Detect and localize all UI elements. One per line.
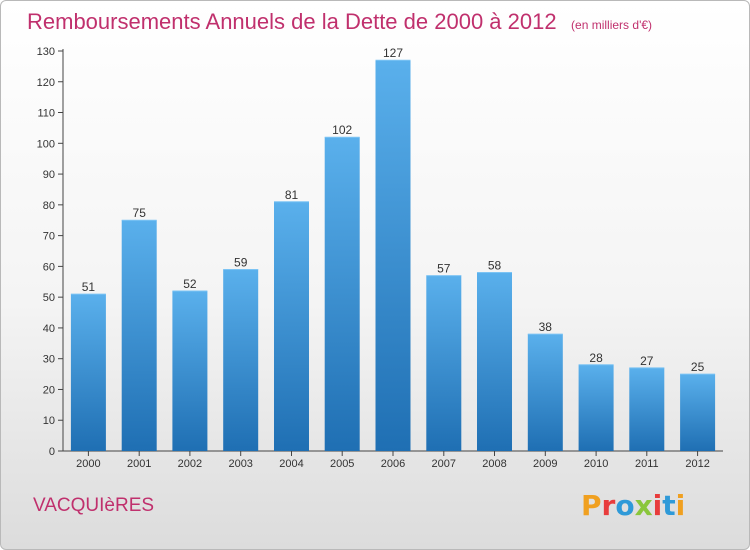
bar-value-label: 38 <box>539 320 553 334</box>
y-tick-label: 80 <box>43 200 55 212</box>
bar-value-label: 57 <box>437 262 451 276</box>
y-tick-label: 30 <box>43 354 55 366</box>
bar-value-label: 75 <box>133 206 147 220</box>
bar-value-label: 102 <box>332 123 352 137</box>
logo-letter: t <box>662 489 676 522</box>
bar-value-label: 51 <box>82 280 96 294</box>
bar <box>629 367 665 451</box>
y-tick-label: 90 <box>43 169 55 181</box>
x-tick-label: 2000 <box>76 458 100 470</box>
bar-value-label: 58 <box>488 259 502 273</box>
bar <box>375 60 411 451</box>
commune-name: VACQUIèRES <box>33 495 155 516</box>
y-tick-label: 60 <box>43 261 55 273</box>
logo-letter: i <box>652 489 663 522</box>
bar <box>324 137 360 451</box>
chart-axes: 0 10 20 30 40 50 60 70 80 90 100 110 120 130 2000 2001 2… <box>37 46 723 470</box>
bar-value-label: 81 <box>285 188 299 202</box>
y-tick-label: 120 <box>37 77 55 89</box>
bar <box>426 275 462 451</box>
chart-unit: (en milliers d'€) <box>571 18 653 32</box>
y-tick-label: 0 <box>49 446 55 458</box>
logo-letter: x <box>634 489 653 522</box>
logo-letter: r <box>601 489 616 522</box>
x-tick-label: 2001 <box>127 458 151 470</box>
bar <box>70 294 106 451</box>
bar <box>223 269 259 451</box>
bar <box>527 334 563 451</box>
bar <box>680 374 716 451</box>
bar <box>578 364 614 451</box>
x-tick-label: 2003 <box>228 458 252 470</box>
x-tick-label: 2011 <box>635 458 659 470</box>
x-tick-label: 2008 <box>482 458 506 470</box>
y-tick-label: 130 <box>37 46 55 58</box>
bar-value-label: 27 <box>640 354 654 368</box>
x-tick-label: 2005 <box>330 458 354 470</box>
y-tick-label: 110 <box>37 108 55 120</box>
x-tick-label: 2009 <box>533 458 557 470</box>
bar-value-label: 25 <box>691 360 705 374</box>
y-tick-label: 40 <box>43 323 55 335</box>
y-tick-label: 20 <box>43 384 55 396</box>
logo-letter: i <box>675 489 686 522</box>
x-tick-label: 2007 <box>432 458 456 470</box>
chart-bars <box>70 59 716 451</box>
x-tick-label: 2004 <box>279 458 303 470</box>
bar-value-label: 127 <box>383 46 403 60</box>
proxiti-logo[interactable]: Proxiti <box>581 489 685 522</box>
y-tick-label: 70 <box>43 231 55 243</box>
y-tick-label: 10 <box>43 415 55 427</box>
bar <box>274 201 309 451</box>
x-tick-label: 2010 <box>584 458 608 470</box>
bar <box>477 272 512 451</box>
x-tick-label: 2012 <box>685 458 709 470</box>
logo-letter: o <box>615 489 635 522</box>
y-tick-label: 50 <box>43 292 55 304</box>
chart-title: Remboursements Annuels de la Dette de 20… <box>27 9 557 34</box>
x-tick-label: 2006 <box>381 458 405 470</box>
logo-letter: P <box>581 489 602 522</box>
y-tick-label: 100 <box>37 138 55 150</box>
x-tick-label: 2002 <box>178 458 202 470</box>
bar-value-label: 59 <box>234 256 248 270</box>
bar-value-label: 52 <box>183 277 197 291</box>
bar-value-label: 28 <box>589 351 603 365</box>
chart-title-row: Remboursements Annuels de la Dette de 20… <box>27 9 652 35</box>
bar <box>172 291 208 451</box>
chart-labels: 51 75 52 59 81 102 127 57 58 38 28 27 25 <box>82 46 705 374</box>
bar <box>121 220 157 451</box>
